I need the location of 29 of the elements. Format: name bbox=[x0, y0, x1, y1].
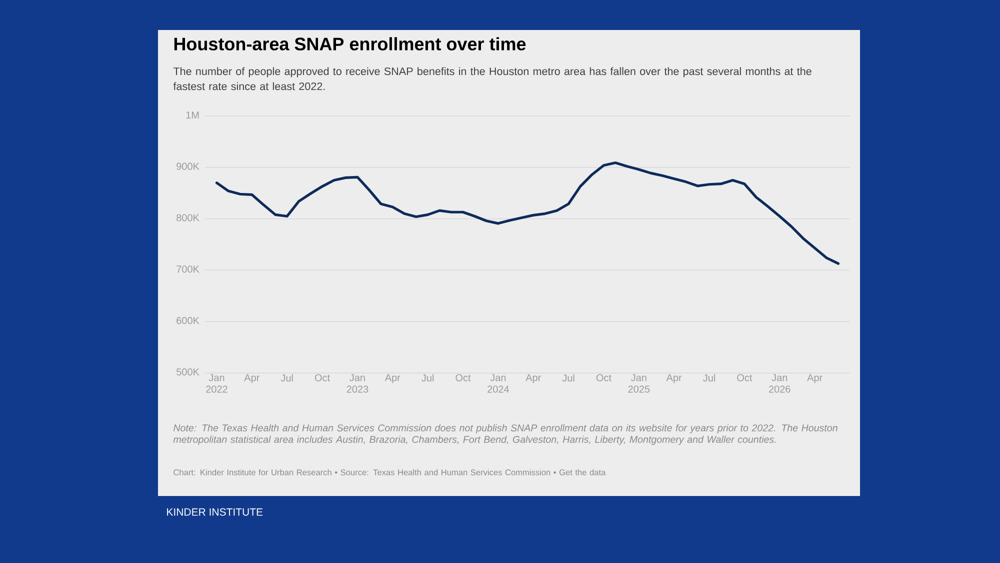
x-tick-label: Apr bbox=[244, 374, 260, 384]
x-tick-label: Jul bbox=[280, 374, 293, 382]
x-tick-label: Jan 2022 bbox=[206, 374, 228, 393]
y-tick-label: 600K bbox=[176, 316, 200, 324]
x-tick-label: Oct bbox=[596, 374, 612, 382]
x-tick-label: Jan 2024 bbox=[488, 374, 510, 393]
y-tick-label: 500K bbox=[176, 368, 200, 376]
x-tick-label: Jan 2025 bbox=[628, 374, 650, 393]
x-tick-label: Oct bbox=[314, 374, 330, 382]
x-tick-label: Jul bbox=[562, 374, 574, 382]
x-tick-label: Apr bbox=[526, 374, 541, 384]
text: Chart: Kinder Institute for Urban Research • Source: Texas Health and Human Services Commission • Get the data bbox=[174, 469, 606, 476]
x-tick-label: Oct bbox=[456, 374, 471, 382]
chart-subtitle: The number of people approved to receive SNAP benefits in the Houston metro area has fallen over the past several months at the fastest rate since at least 2022. bbox=[173, 67, 812, 90]
y-tick-label: 800K bbox=[176, 214, 200, 222]
x-tick-label: Jan 2023 bbox=[346, 374, 368, 393]
x-tick-label: Jul bbox=[422, 374, 434, 382]
text: KINDER INSTITUTE bbox=[167, 508, 263, 516]
x-tick-label: Oct bbox=[737, 374, 752, 382]
y-tick-label: 1M bbox=[186, 112, 199, 118]
x-tick-label: Jan 2026 bbox=[769, 374, 790, 393]
x-tick-label: Jul bbox=[703, 374, 715, 382]
x-tick-label: Apr bbox=[384, 374, 400, 384]
text: Note: The Texas Health and Human Services Commission does not publish SNAP enrollment data on its website for years prior to 2022. The Houston metropolitan statistical area includes Austin, Brazoria, Chambers, Fort Bend, Galveston, Harris, Liberty, Montgomery and Waller counties. bbox=[173, 424, 838, 445]
x-tick-label: Apr bbox=[666, 374, 682, 384]
y-tick-label: 700K bbox=[176, 266, 200, 273]
x-tick-label: Apr bbox=[807, 374, 822, 384]
chart-title: Houston-area SNAP enrollment over time bbox=[174, 37, 526, 50]
y-tick-label: 900K bbox=[176, 162, 200, 170]
